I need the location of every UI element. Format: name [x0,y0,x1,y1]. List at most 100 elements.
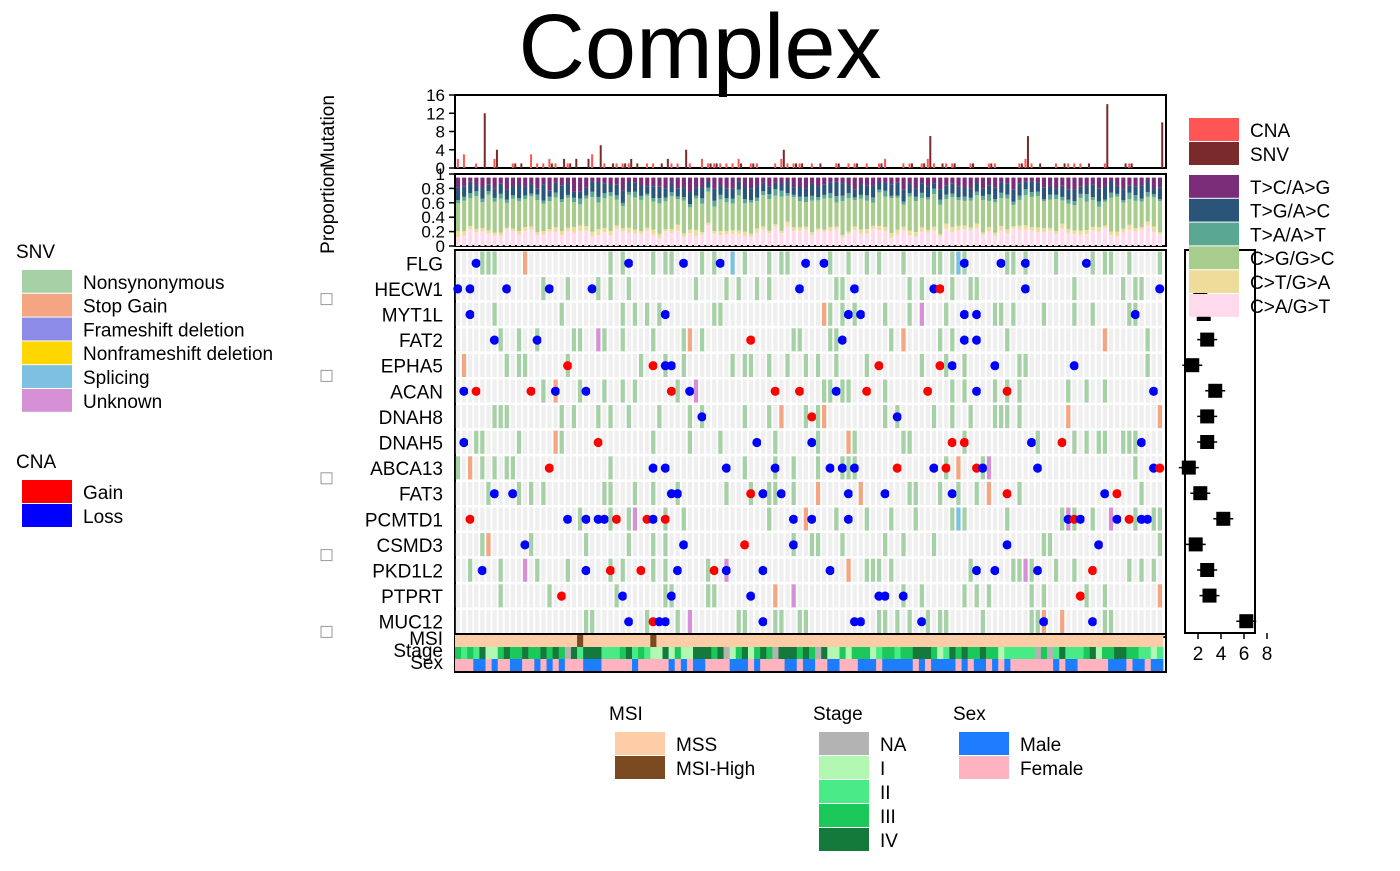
bar-cna [792,163,795,168]
mutation-cell [1053,379,1059,403]
stage-cell [973,647,981,659]
mutation-cell [522,353,528,377]
proportion-segment [1035,177,1040,183]
mutation-cell [1066,353,1071,377]
mutation-cell [828,405,833,429]
mutation-cell [1127,277,1132,301]
bar-cna [676,163,679,168]
mutation-cell [919,251,924,275]
mutation-cell [950,302,955,326]
mutation-cell [553,251,558,275]
mutation-cell [730,456,735,480]
mutation-cell [925,353,931,377]
cna-gain-dot [471,386,481,396]
mutation-cell [858,533,863,557]
msi-cell [1059,635,1066,647]
mutation-cell [974,584,979,608]
proportion-segment [785,195,790,222]
mutation-cell [1139,251,1144,275]
proportion-segment [1060,196,1065,201]
mutation-cell [791,584,796,608]
mutation-cell [559,481,564,505]
proportion-segment [736,181,741,190]
mutation-cell [1005,302,1010,326]
proportion-segment [663,229,668,232]
mutation-cell [876,379,882,403]
cna-loss-dot [770,463,780,473]
mutation-cell [828,353,833,377]
mutation-cell [583,405,589,429]
mutation-cell [632,584,638,608]
mutation-cell [992,277,998,301]
msi-cell [894,635,901,647]
cna-loss-dot [795,284,805,294]
mutation-cell [1017,251,1022,275]
stage-cell [613,647,621,659]
msi-cell [1040,635,1048,647]
msi-cell [796,635,804,647]
stage-cell [564,647,572,659]
proportion-segment [694,235,699,246]
msi-cell [1156,635,1164,647]
proportion-segment [895,182,900,196]
mutation-cell [876,456,882,480]
proportion-segment [840,234,845,238]
mutation-cell [498,533,503,557]
mutation-cell [937,558,943,582]
mutation-cell [577,533,583,557]
sex-cell [973,659,981,671]
proportion-segment [840,200,845,235]
mutation-cell [535,558,540,582]
mutation-cell [645,456,650,480]
proportion-segment [657,198,662,204]
mutation-cell [907,251,912,275]
mutation-cell [559,379,564,403]
mutation-cell [1029,481,1034,505]
mutation-cell [834,533,839,557]
cna-loss-dot [721,463,732,473]
mutation-cell [852,430,857,454]
proportion-segment [736,230,741,234]
proportion-segment [767,177,772,187]
proportion-segment [675,224,680,231]
bar-cna [969,163,972,168]
mutation-cell [1060,558,1065,582]
stage-cell [644,647,651,659]
cna-gain-dot [746,335,756,345]
sex-cell [1114,659,1121,671]
mutation-cell [461,481,467,505]
proportion-segment [474,228,479,233]
mutation-cell [937,302,943,326]
msi-cell [772,635,779,647]
proportion-segment [816,228,821,231]
mutation-cell [1005,328,1010,352]
mutation-cell [1041,277,1047,301]
sex-legend-label: Female [1020,759,1083,780]
proportion-segment [840,237,845,246]
proportion-segment [663,197,668,202]
mutation-cell [809,379,815,403]
proportion-segment [639,230,644,234]
mutation-cell [870,430,876,454]
proportion-segment [901,204,906,227]
proportion-segment [901,226,906,231]
mutation-cell [1017,353,1022,377]
stage-cell [455,647,462,659]
proportion-segment [748,233,754,237]
mutation-cell [840,481,845,505]
stage-legend-label: III [880,807,896,828]
mutation-cell [699,251,705,275]
proportion-segment [858,194,863,199]
stage-cell [619,647,627,659]
proportion-segment [1157,200,1162,233]
proportion-segment [834,181,839,197]
mutation-cell [718,302,723,326]
proportion-segment [938,177,943,190]
proportion-segment [614,229,619,246]
mutation-cell [583,430,589,454]
mutation-cell [1151,584,1156,608]
sex-cell [888,659,895,671]
mutation-cell [712,405,717,429]
proportion-segment [810,177,815,184]
mutation-cell [730,584,735,608]
